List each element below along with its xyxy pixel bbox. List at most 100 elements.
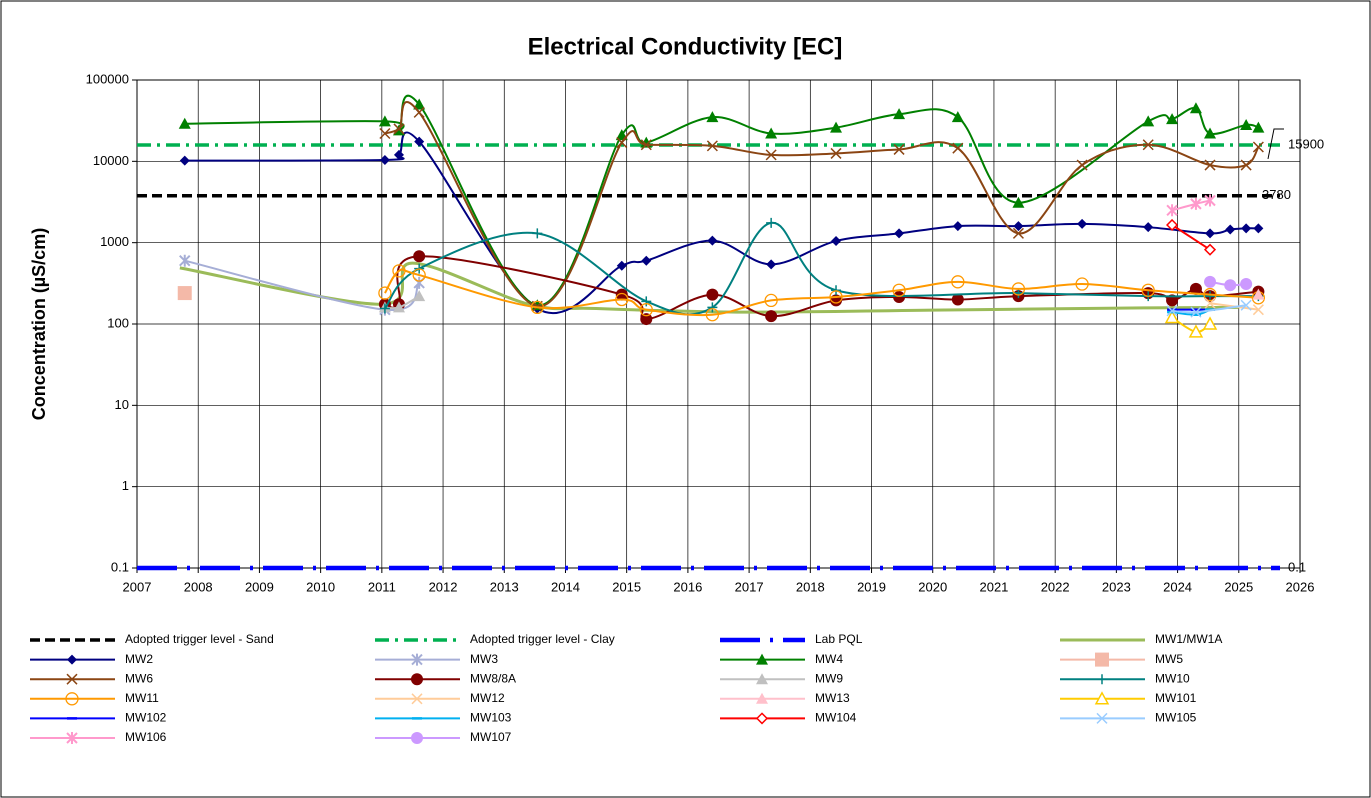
x-tick-label: 2025 (1224, 579, 1253, 594)
marker (1252, 304, 1264, 316)
legend-label: MW8/8A (470, 671, 516, 685)
marker (414, 136, 425, 147)
legend-label: MW103 (470, 711, 512, 725)
marker (1013, 221, 1024, 232)
marker (1240, 299, 1252, 311)
marker (830, 147, 842, 159)
marker (1205, 228, 1216, 239)
marker (705, 308, 720, 322)
marker (706, 111, 719, 123)
x-tick-label: 2024 (1163, 579, 1192, 594)
marker (766, 259, 777, 270)
legend-marker (756, 673, 768, 685)
legend-label: MW104 (815, 711, 857, 725)
y-tick-label: 10 (115, 397, 129, 412)
marker (413, 290, 426, 302)
series-line (384, 268, 1259, 317)
marker (1203, 243, 1217, 256)
marker (378, 286, 392, 300)
marker (1011, 282, 1026, 296)
marker (1204, 194, 1216, 207)
legend-marker (1094, 691, 1110, 705)
marker (1204, 275, 1217, 288)
marker (413, 250, 426, 263)
marker (1012, 196, 1025, 208)
marker (1164, 309, 1180, 324)
marker (616, 260, 627, 271)
marker (392, 264, 406, 278)
marker (1166, 218, 1179, 232)
marker (1143, 222, 1154, 233)
x-tick-label: 2014 (551, 579, 580, 594)
marker (179, 254, 191, 267)
legend-label: MW11 (125, 691, 159, 705)
legend-marker (411, 732, 423, 744)
marker (379, 154, 390, 165)
legend-label: MW9 (815, 671, 843, 685)
x-tick-label: 2010 (306, 579, 335, 594)
marker (952, 221, 963, 232)
legend-marker (1095, 652, 1109, 667)
marker (639, 303, 653, 317)
legend-label: Adopted trigger level - Clay (470, 632, 615, 646)
marker (393, 123, 405, 135)
marker (1141, 283, 1155, 297)
legend-label: MW106 (125, 730, 167, 744)
y-tick-label: 100000 (86, 71, 129, 86)
marker (393, 149, 404, 160)
marker (178, 117, 191, 129)
legend-marker (756, 653, 768, 665)
marker (829, 290, 843, 304)
marker (1253, 223, 1264, 234)
x-tick-label: 2015 (612, 579, 641, 594)
marker (379, 303, 390, 314)
marker (1077, 218, 1088, 229)
marker (379, 127, 391, 140)
reference-label: 3780 (1262, 187, 1291, 202)
legend-marker (411, 673, 423, 686)
reference-label: 15900 (1288, 136, 1324, 151)
legend-marker (67, 654, 77, 665)
series-line (184, 94, 1259, 307)
legend-label: MW13 (815, 691, 850, 705)
y-axis-label: Concentration (µS/cm) (29, 228, 49, 420)
x-tick-label: 2017 (735, 579, 764, 594)
marker (764, 293, 778, 308)
x-tick-label: 2022 (1041, 579, 1070, 594)
marker (1240, 159, 1252, 171)
x-tick-label: 2026 (1286, 579, 1315, 594)
y-tick-label: 0.1 (111, 559, 129, 574)
marker (1190, 197, 1202, 210)
x-tick-label: 2013 (490, 579, 519, 594)
legend-label: MW101 (1155, 691, 1197, 705)
marker (378, 115, 391, 127)
x-tick-label: 2020 (918, 579, 947, 594)
marker (1076, 159, 1088, 171)
marker (616, 137, 628, 149)
x-tick-label: 2018 (796, 579, 825, 594)
marker (1252, 121, 1265, 133)
marker (765, 149, 777, 161)
marker (1166, 113, 1179, 125)
marker (1166, 204, 1178, 217)
legend-marker (65, 692, 79, 706)
marker (412, 268, 426, 282)
marker (1142, 115, 1155, 127)
marker (413, 98, 426, 110)
x-tick-label: 2008 (184, 579, 213, 594)
marker (707, 235, 718, 246)
marker (530, 300, 544, 315)
marker (952, 142, 964, 154)
legend-marker (66, 732, 78, 744)
legend-label: MW4 (815, 652, 843, 666)
marker (1240, 118, 1253, 130)
marker (1204, 159, 1216, 171)
marker (707, 302, 718, 313)
legend-label: MW6 (125, 671, 153, 685)
marker (894, 228, 905, 239)
marker (765, 127, 778, 139)
legend-label: Adopted trigger level - Sand (125, 632, 274, 646)
marker (640, 139, 652, 151)
x-tick-label: 2011 (368, 579, 396, 594)
marker (765, 310, 778, 323)
